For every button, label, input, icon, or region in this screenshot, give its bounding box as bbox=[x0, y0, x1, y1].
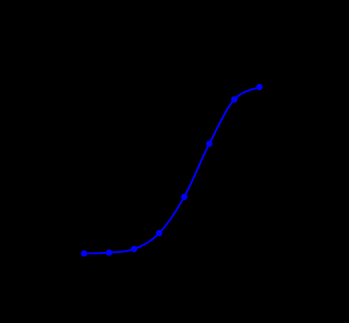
series-line bbox=[84, 86, 260, 255]
data-point bbox=[206, 140, 213, 147]
data-point bbox=[105, 249, 113, 256]
data-point bbox=[256, 83, 263, 91]
data-point bbox=[80, 250, 88, 257]
data-point bbox=[156, 229, 163, 237]
data-point bbox=[130, 245, 138, 253]
data-point bbox=[181, 193, 188, 201]
data-point bbox=[231, 96, 238, 103]
